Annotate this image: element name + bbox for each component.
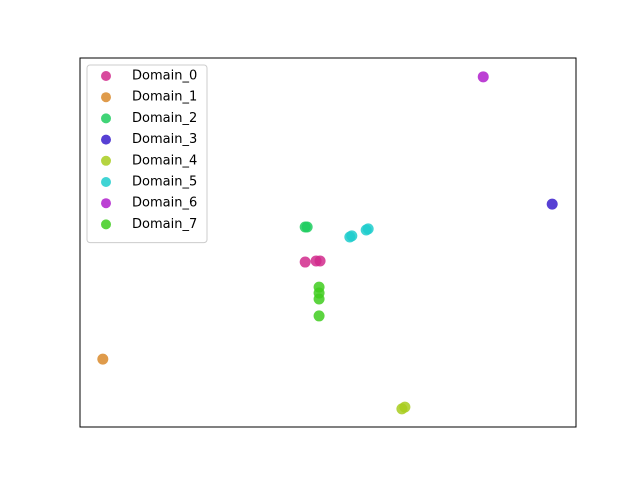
scatter-point bbox=[299, 256, 311, 268]
legend-label: Domain_1 bbox=[132, 90, 197, 105]
scatter-point bbox=[313, 310, 325, 322]
scatter-point bbox=[314, 255, 326, 267]
legend-label: Domain_3 bbox=[132, 132, 197, 147]
legend-label: Domain_4 bbox=[132, 153, 197, 168]
legend-marker bbox=[101, 71, 111, 81]
scatter-point bbox=[346, 230, 358, 242]
scatter-point bbox=[362, 223, 374, 235]
plot-frame bbox=[79, 57, 577, 428]
legend-marker bbox=[101, 219, 111, 230]
legend-label: Domain_0 bbox=[132, 69, 197, 84]
legend-marker bbox=[101, 113, 111, 124]
scatter-point bbox=[301, 221, 313, 233]
scatter-point bbox=[477, 71, 489, 83]
scatter-point bbox=[313, 293, 325, 305]
legend-marker bbox=[101, 134, 111, 145]
scatter-point bbox=[97, 353, 109, 365]
legend-box bbox=[86, 64, 208, 244]
scatter-point bbox=[546, 198, 558, 210]
scatter-point bbox=[399, 401, 411, 413]
legend-marker bbox=[101, 155, 111, 166]
legend-label: Domain_7 bbox=[132, 217, 197, 232]
legend-marker bbox=[101, 177, 111, 187]
legend-label: Domain_6 bbox=[132, 196, 197, 211]
legend-label: Domain_2 bbox=[132, 111, 197, 126]
legend-label: Domain_5 bbox=[132, 175, 197, 190]
legend-marker bbox=[101, 198, 111, 209]
legend-marker bbox=[101, 92, 111, 103]
